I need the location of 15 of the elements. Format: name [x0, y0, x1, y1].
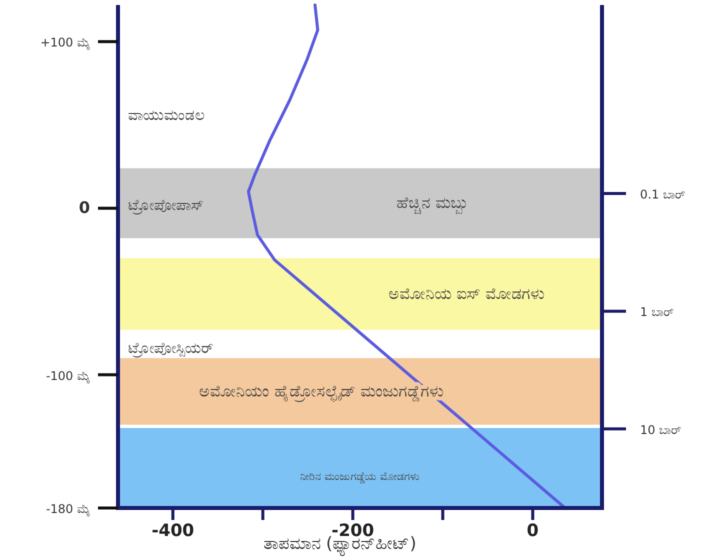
band-label: ಅಮೋನಿಯ ಐಸ್ ಮೋಡಗಳು: [388, 284, 545, 303]
y2-tick-label: 1 ಬಾರ್: [640, 305, 674, 320]
x-tick-label: -400: [152, 521, 194, 541]
y-tick-label: +100 ಮೈ: [40, 36, 90, 51]
band-label: ಹೆಚ್ಚಿನ ಮಬ್ಬು: [396, 193, 469, 214]
x-tick-label: 0: [526, 521, 539, 541]
y2-tick-label: 0.1 ಬಾರ್: [640, 188, 685, 202]
annotation: ಟ್ರೋಪೋಸ್ಪಿಯರ್: [128, 339, 214, 357]
y-tick-label: 0: [78, 198, 90, 218]
y2-tick-label: 10 ಬಾರ್: [640, 422, 682, 437]
y-tick-label: -180 ಮೈ: [46, 502, 90, 517]
band-label: ನೀರಿನ ಮಂಜುಗಡ್ಡೆಯ ಮೋಡಗಳು: [300, 470, 420, 484]
annotation: ವಾಯುಮಂಡಲ: [128, 106, 205, 124]
y-tick-label: -100 ಮೈ: [46, 368, 90, 384]
annotation: ಟ್ರೋಪೋಪಾಸ್: [128, 196, 204, 214]
